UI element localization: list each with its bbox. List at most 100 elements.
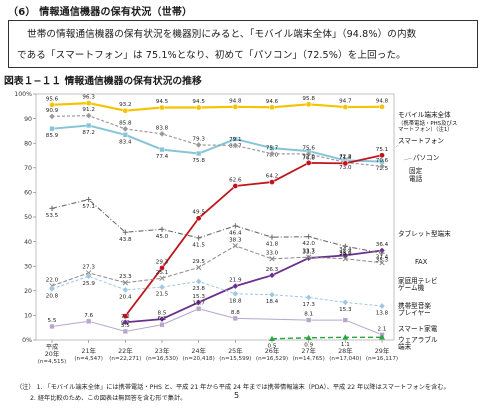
x-sample-size-label: (n=16,117) [366,356,398,362]
data-point-FAX [269,234,275,240]
data-point-携帯型音楽プレイヤー [85,273,92,280]
data-point-スマート家電 [342,317,348,323]
x-tick-label: 24年 [191,346,206,355]
data-label: 70.6 [376,158,389,164]
note-1: （注） 1. 「モバイル端末全体」には携帯電話・PHS と、平成 21 年から平… [16,384,450,391]
y-tick-label: 60 [24,190,32,197]
data-label: 79.3 [192,136,205,142]
legend-label: 固定 [409,166,423,175]
data-label: 29.5 [192,259,205,265]
data-label: 75.6 [302,146,315,152]
data-label: 57.1 [82,204,95,210]
data-label: 77.4 [156,154,169,160]
data-point-スマートフォン [342,160,349,167]
legend-label: 電話 [409,174,423,183]
data-point-FAX [232,223,238,229]
data-point-家庭用テレビゲーム機 [306,254,312,260]
data-label: 1.1 [341,342,350,348]
data-label: 41.5 [192,242,205,248]
data-point-ウェアラブル端末 [379,334,385,340]
legend-label: マートフォン）（注1） [398,125,453,133]
data-label: 3.5 [121,323,130,329]
data-label: 94.7 [339,99,352,105]
data-label: 27.3 [82,264,95,270]
data-label: 43.8 [119,237,132,243]
data-point-固定電話 [158,130,166,138]
data-point-タブレット型端末 [232,282,239,290]
data-label: 94.8 [229,98,242,104]
series-line-スマートフォン [124,154,383,317]
data-label: 18.4 [266,299,279,305]
data-point-ウェアラブル端末 [269,335,275,341]
data-point-タブレット型端末 [268,272,276,279]
series-line-FAX [51,198,383,254]
data-point-家庭用テレビゲーム機 [232,243,238,249]
data-point-FAX [196,235,202,241]
data-point-スマートフォン [159,265,165,271]
data-label: 31.4 [376,254,389,260]
data-label: 83.8 [156,125,169,131]
data-label: 46.4 [229,230,242,236]
data-point-スマートフォン [232,183,239,189]
data-point-モバイル端末全体 [195,104,202,111]
data-point-携帯型音楽プレイヤー [342,299,349,306]
data-label: 94.5 [192,99,205,105]
data-point-スマートフォン [269,179,275,185]
x-tick-label: 28年 [338,346,353,355]
data-label: 96.3 [82,95,95,101]
data-point-スマート家電 [122,328,128,334]
data-label: 75.1 [376,147,389,153]
y-tick-label: 0% [22,337,32,344]
data-label: 75.7 [266,145,279,151]
data-point-パソコン [159,146,165,153]
data-label: 33.0 [339,250,352,256]
data-label: 41.8 [266,242,279,248]
data-point-モバイル端末全体 [122,107,129,114]
data-point-パソコン [196,150,202,157]
data-point-固定電話 [85,112,92,119]
data-point-携帯型音楽プレイヤー [305,294,312,301]
data-label: 53.5 [46,213,59,219]
summary-box: 世帯の情報通信機器の保有状況を機器別にみると、「モバイル端末全体」（94.8%）… [8,20,478,68]
data-label: 71.8 [339,155,352,161]
data-point-固定電話 [122,125,129,133]
series-line-ウェアラブル端末 [271,336,382,340]
section-title: （6） 情報通信機器の保有状況（世帯） [8,7,193,18]
data-point-スマートフォン [305,160,312,166]
data-point-家庭用テレビゲーム機 [122,280,128,286]
data-label: 13.8 [376,311,389,317]
data-point-タブレット型端末 [158,315,166,323]
data-point-FAX [342,243,348,249]
data-label: 8.5 [158,311,167,317]
data-point-固定電話 [195,141,202,149]
data-label: 95.6 [46,96,59,102]
x-sample-size-label: (n=4,515) [38,359,67,365]
x-sample-size-label: (n=16,529) [256,356,288,362]
data-point-モバイル端末全体 [269,104,275,111]
data-label: 36.4 [376,242,389,248]
x-sample-size-label: (n=4,547) [74,356,103,362]
y-tick-label: 50 [24,214,32,221]
x-tick-label: 29年 [375,346,390,355]
data-point-家庭用テレビゲーム機 [86,270,92,276]
data-label: 49.5 [192,210,205,216]
data-point-固定電話 [305,150,312,158]
data-label: 8.8 [231,310,240,316]
y-tick-label: 40 [24,239,32,246]
data-label: 85.9 [46,133,59,139]
data-point-携帯型音楽プレイヤー [232,290,239,298]
data-label: 20.8 [46,293,59,299]
page-number: 5 [234,391,240,400]
data-point-FAX [86,196,92,203]
legend-label: ウェアラブル [398,335,438,344]
data-label: 94.6 [266,99,279,105]
data-label: 29.3 [156,259,169,265]
x-tick-label: 21年 [81,346,96,355]
data-label: 0.5 [268,343,277,349]
data-point-タブレット型端末 [122,319,129,326]
legend-label: （携帯電話・PHS及びス [398,119,457,127]
data-point-携帯型音楽プレイヤー [158,283,166,291]
series-line-モバイル端末全体 [51,102,383,112]
data-point-携帯型音楽プレイヤー [268,291,276,299]
